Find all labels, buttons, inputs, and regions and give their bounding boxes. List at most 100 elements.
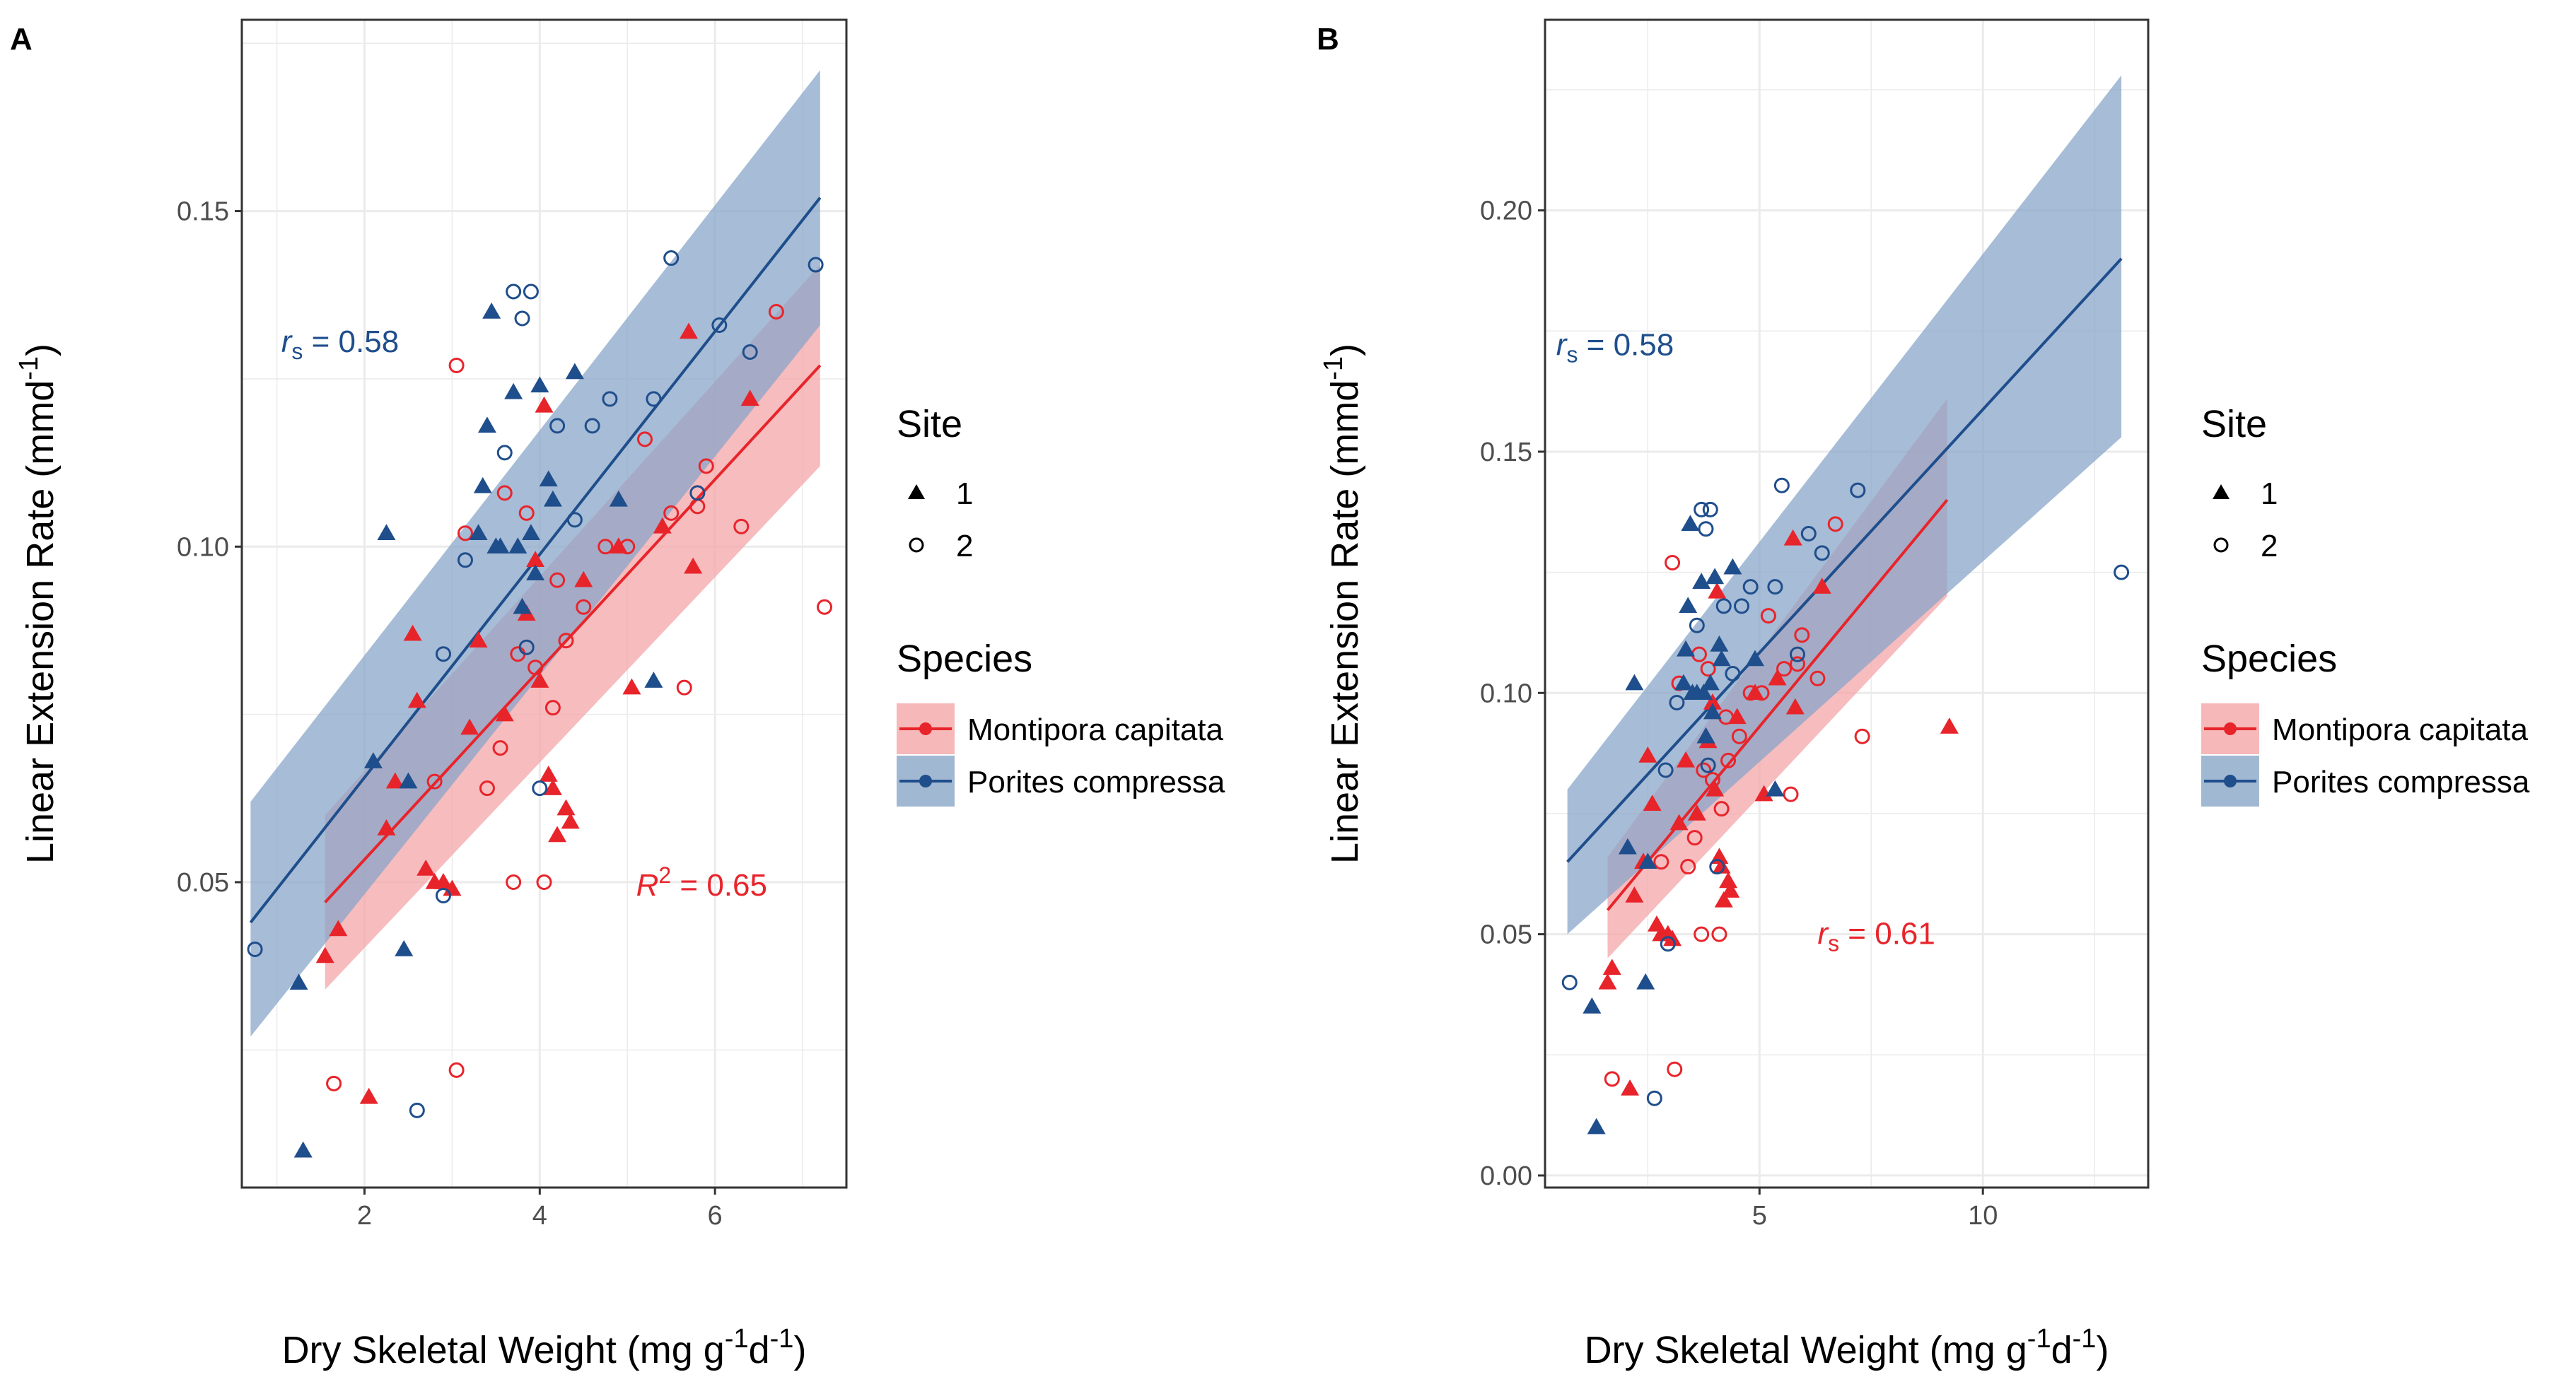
data-point-site-1 <box>399 772 418 789</box>
data-point-site-2 <box>514 310 530 327</box>
data-point-site-1 <box>1643 795 1662 811</box>
data-point-site-2 <box>492 740 508 756</box>
y-tick-label: 0.10 <box>177 532 229 562</box>
legend-species-key-dot <box>2224 775 2237 787</box>
data-point-site-1 <box>653 517 672 534</box>
data-point-site-2 <box>742 344 758 360</box>
data-point-site-2 <box>1657 762 1674 778</box>
data-point-site-2 <box>1694 926 1710 942</box>
panel-B: B 5 10 0.00 0.05 0.10 0.15 0.20 Dry Skeletal Wei… <box>1317 18 2530 1371</box>
data-point-site-1 <box>395 939 414 956</box>
data-point-site-2 <box>663 250 680 266</box>
data-point-site-2 <box>1604 1071 1620 1087</box>
data-point-site-2 <box>602 391 618 407</box>
data-point-site-1 <box>1598 973 1617 990</box>
y-tick-label: 0.20 <box>1480 197 1532 226</box>
data-point-site-1 <box>1638 852 1657 869</box>
data-point-site-2 <box>518 505 535 521</box>
data-point-site-1 <box>1674 674 1693 691</box>
data-point-site-1 <box>679 322 698 339</box>
data-point-site-1 <box>1602 959 1621 975</box>
data-point-site-2 <box>1731 728 1747 744</box>
fit-line <box>1606 498 1949 911</box>
data-point-site-1 <box>556 799 576 816</box>
data-point-site-2 <box>1850 482 1866 498</box>
data-point-site-2 <box>247 941 263 957</box>
data-point-site-1 <box>1679 597 1698 614</box>
data-point-site-1 <box>1714 891 1733 908</box>
data-point-site-1 <box>521 524 540 541</box>
data-point-site-2 <box>523 283 539 300</box>
data-point-site-1 <box>543 490 562 507</box>
data-point-site-2 <box>448 1062 465 1078</box>
data-point-site-2 <box>457 552 473 568</box>
y-axis-title: Linear Extension Rate (mmd-1) <box>14 344 62 864</box>
data-point-site-1 <box>1754 785 1773 802</box>
data-point-site-2 <box>698 458 714 474</box>
data-point-site-2 <box>1794 627 1810 643</box>
data-point-site-2 <box>1702 501 1718 517</box>
data-point-site-2 <box>1646 1090 1662 1106</box>
data-point-site-2 <box>711 317 728 333</box>
data-point-site-2 <box>619 539 636 555</box>
legend-species-title: Species <box>2201 638 2337 680</box>
data-point-site-2 <box>817 599 833 615</box>
data-point-site-1 <box>526 551 545 568</box>
data-point-site-2 <box>1809 670 1826 686</box>
data-point-site-1 <box>1677 751 1696 768</box>
data-point-site-2 <box>496 445 513 461</box>
data-point-site-2 <box>1669 694 1685 710</box>
data-point-site-1 <box>289 973 308 990</box>
data-point-site-1 <box>1745 650 1764 667</box>
data-point-site-2 <box>1742 579 1759 595</box>
data-point-site-2 <box>436 646 451 662</box>
data-point-site-2 <box>1789 646 1805 662</box>
data-point-site-2 <box>558 633 574 649</box>
data-point-site-1 <box>526 564 545 581</box>
confidence-band <box>1567 75 2122 934</box>
data-point-site-2 <box>637 431 653 447</box>
legend-site-1-key <box>908 484 925 499</box>
data-point-site-2 <box>544 700 561 716</box>
data-point-site-1 <box>539 470 558 487</box>
legend-species-label: Porites compressa <box>2272 765 2530 799</box>
data-point-site-1 <box>1706 780 1725 797</box>
y-axis-title: Linear Extension Rate (mmd-1) <box>1319 344 1366 864</box>
data-point-site-2 <box>808 257 824 273</box>
data-point-site-1 <box>535 396 554 413</box>
x-axis-title: Dry Skeletal Weight (mg g-1d-1) <box>1585 1324 2109 1371</box>
x-tick-label: 4 <box>532 1201 547 1231</box>
legend-species-key-dot <box>2224 722 2237 735</box>
data-point-site-1 <box>684 557 703 574</box>
data-point-site-1 <box>359 1087 378 1104</box>
legend-site-label: 1 <box>2261 476 2278 511</box>
data-point-site-2 <box>1776 661 1793 677</box>
data-point-site-1 <box>504 382 523 399</box>
data-point-site-2 <box>326 1075 342 1091</box>
data-point-site-1 <box>1940 717 1959 734</box>
data-point-site-2 <box>1783 786 1799 802</box>
data-point-site-1 <box>508 537 528 554</box>
data-point-site-1 <box>407 691 426 708</box>
y-tick-label: 0.15 <box>1480 438 1532 467</box>
plot-frame <box>1544 18 2150 1189</box>
data-point-site-1 <box>1621 1079 1640 1096</box>
data-point-site-2 <box>479 780 495 797</box>
data-point-site-1 <box>1618 838 1637 855</box>
data-point-site-2 <box>457 525 473 541</box>
data-point-site-2 <box>1720 752 1737 768</box>
data-point-site-1 <box>1785 698 1805 715</box>
data-point-site-1 <box>1768 669 1787 686</box>
data-point-site-1 <box>1669 814 1689 831</box>
data-point-site-1 <box>1712 857 1731 874</box>
data-point-site-2 <box>1698 521 1714 537</box>
legend-site-title: Site <box>2201 403 2267 445</box>
stat-annotation: R2 = 0.65 <box>636 862 767 903</box>
data-point-site-1 <box>1583 997 1602 1014</box>
data-point-site-1 <box>1783 529 1802 546</box>
data-point-site-1 <box>1723 558 1742 575</box>
legend-site-label: 2 <box>956 529 973 563</box>
stat-annotation: rs = 0.58 <box>281 324 399 364</box>
data-point-site-2 <box>663 505 680 521</box>
